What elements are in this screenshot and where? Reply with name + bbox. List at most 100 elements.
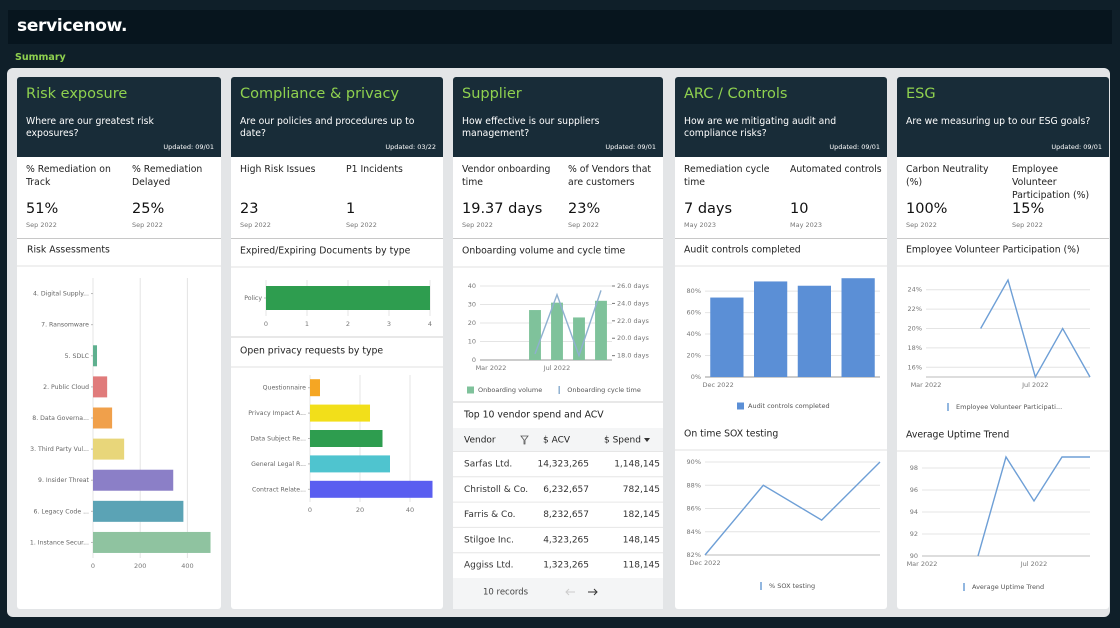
column-header: $ ACV [543,436,571,446]
filter-icon[interactable] [520,435,529,445]
prev-page[interactable] [565,588,575,596]
x-tick-label: 0 [264,320,268,328]
kpi-date: Sep 2022 [462,221,493,229]
bar [310,379,320,397]
table-cell: 1,148,145 [614,460,660,470]
x-tick-label: 4 [428,320,432,328]
bar [93,469,174,491]
x-tick-label: 2 [346,320,350,328]
card-title: Supplier [462,86,522,102]
x-tick-label: 3 [387,320,391,328]
y-tick-label: 96 [910,486,918,494]
table-cell: 782,145 [623,485,660,495]
y2-tick-label: 24.0 days [617,299,649,307]
category-label: 7. Ransomware [41,322,89,329]
kpi-date: Sep 2022 [1012,221,1043,229]
y-tick-label: 0% [691,373,701,381]
chart-title: Audit controls completed [684,245,801,256]
y-tick-label: 88% [687,481,701,489]
bar [93,376,108,398]
table-cell: 1,323,265 [543,561,589,571]
x-tick-label: Mar 2022 [907,560,938,568]
kpi-value: 10 [790,201,809,217]
category-label: 9. Insider Threat [38,477,90,484]
table-cell: 148,145 [623,535,660,545]
legend-label: % SOX testing [769,582,815,590]
y-tick-label: 84% [687,528,701,536]
category-label: Questionnaire [263,385,307,392]
column-header: Vendor [464,436,496,446]
legend-label: Employee Volunteer Participati... [956,403,1062,411]
category-label: 2. Public Cloud [43,384,89,391]
kpi-value: 25% [132,201,165,217]
updated-date: Updated: 03/22 [385,143,436,151]
table-title: Top 10 vendor spend and ACV [463,410,604,421]
x-tick-label: Jul 2022 [543,364,570,372]
x-tick-label: Mar 2022 [476,364,507,372]
kpi-label: Employee Volunteer Participation (%) [1012,164,1090,201]
sort-icon[interactable] [644,438,650,442]
kpi-label: Carbon Neutrality (%) [906,164,989,188]
kpi-date: May 2023 [684,221,717,229]
table-cell: Sarfas Ltd. [464,460,512,470]
table-cell: Farris & Co. [464,510,516,520]
kpi-date: Sep 2022 [346,221,377,229]
card-header [453,77,663,157]
tab-summary[interactable]: Summary [15,52,66,63]
y-tick-label: 24% [908,286,922,294]
divider [231,238,443,239]
kpi-date: Sep 2022 [240,221,271,229]
table-cell: 182,145 [623,510,660,520]
card: Compliance & privacy Are our policies and… [231,77,443,609]
chart-title: Onboarding volume and cycle time [462,246,625,257]
bar [310,430,383,447]
kpi-value: 100% [906,201,948,217]
x-tick-label: 0 [91,562,95,570]
category-label: 1. Instance Secur... [30,539,89,546]
legend-label: Average Uptime Trend [972,583,1044,591]
card-header [675,77,887,157]
card-title: ARC / Controls [684,86,788,102]
table-cell: Aggiss Ltd. [464,561,513,571]
table-cell: 8,232,657 [543,510,589,520]
y-tick-label: 94 [910,508,918,516]
brand-logo[interactable]: servicenow. [17,16,128,36]
y-tick-label: 20% [687,352,701,360]
card-header [231,77,443,157]
chart-title: Employee Volunteer Participation (%) [906,245,1080,256]
kpi-date: Sep 2022 [906,221,937,229]
category-label: 5. SDLC [65,353,89,360]
bar [93,500,184,522]
updated-date: Updated: 09/01 [1051,143,1102,151]
x-tick-label: 400 [181,562,193,570]
y2-tick-label: 26.0 days [617,282,649,290]
y-tick-label: 22% [908,305,922,313]
kpi-label: High Risk Issues [240,164,316,175]
card-question: Are our policies and procedures up to da… [240,116,415,139]
divider [17,238,221,239]
kpi-label: P1 Incidents [346,164,403,175]
top-bar: servicenow. [8,10,1112,44]
kpi-date: Sep 2022 [568,221,599,229]
x-tick-label: 0 [308,506,312,514]
y-tick-label: 10 [468,338,476,346]
kpi-label: Remediation cycle time [684,164,770,188]
y-tick-label: 30 [468,301,476,309]
kpi-value: 51% [26,201,59,217]
y-tick-label: 0 [472,356,476,364]
divider [897,238,1109,239]
card-question: Are we measuring up to our ESG goals? [906,116,1091,127]
bar [797,285,831,377]
legend-swatch [467,386,474,394]
x-tick-label: 40 [406,506,414,514]
table-cell: 14,323,265 [537,460,589,470]
y-tick-label: 60% [687,309,701,317]
x-tick-label: Dec 2022 [689,559,720,567]
table-footer-bg [453,578,663,609]
divider [675,238,887,239]
y-tick-label: 92 [910,530,918,538]
kpi-value: 19.37 days [462,201,543,217]
y-tick-label: 20% [908,325,922,333]
next-page[interactable] [588,588,598,596]
